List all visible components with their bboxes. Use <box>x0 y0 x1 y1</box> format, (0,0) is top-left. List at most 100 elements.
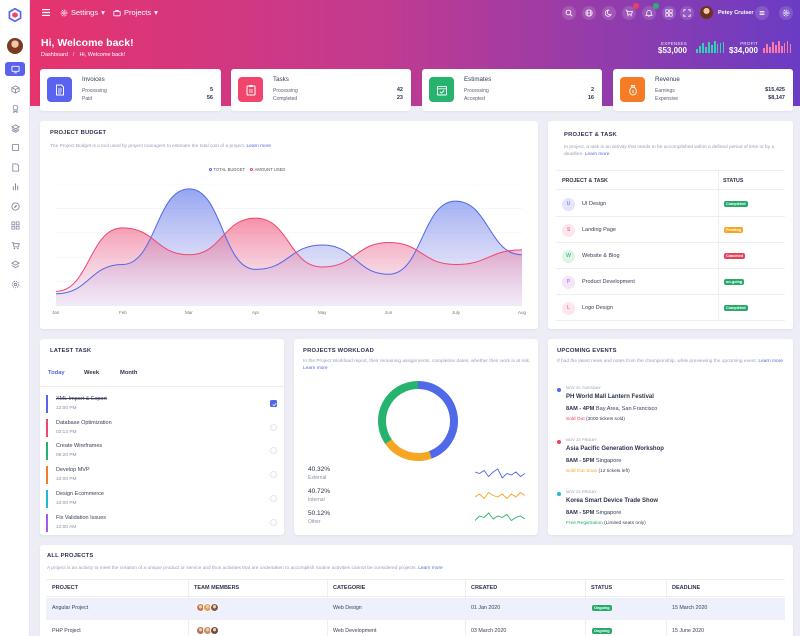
card-title: PROJECT & TASK <box>564 132 617 138</box>
sparkbar <box>786 41 789 53</box>
task-item[interactable]: Develop MVP 10:00 PM <box>46 465 280 487</box>
table-row[interactable]: P Product Development on-going <box>556 269 785 295</box>
status-badge: Pending <box>724 227 743 233</box>
sidebar-item-charts[interactable] <box>5 179 25 193</box>
apps-button[interactable] <box>662 6 676 20</box>
sidebar-item-apps[interactable] <box>5 218 25 232</box>
x-tick-label: Apr <box>252 310 260 315</box>
task-checkbox[interactable] <box>270 518 277 526</box>
cart-button[interactable] <box>622 3 639 20</box>
task-checkbox[interactable] <box>270 447 277 455</box>
table-row[interactable]: L Logo Design Completed <box>556 295 785 321</box>
column-header[interactable]: CATEGORIE <box>333 585 366 591</box>
column-header[interactable]: PROJECT <box>52 585 78 591</box>
settings-menu[interactable]: Settings ▾ <box>60 8 105 17</box>
column-header[interactable]: STATUS <box>591 585 613 591</box>
event-item[interactable]: NOV 23 FRIDAY Asia Pacific Generation Wor… <box>557 438 787 484</box>
table-row[interactable]: W Website & Blog Canceled <box>556 243 785 269</box>
sidebar-toggle-button[interactable] <box>755 6 769 20</box>
menu-icon[interactable] <box>42 9 50 16</box>
column-header[interactable]: STATUS <box>723 178 744 184</box>
sidebar-item-components[interactable] <box>5 257 25 271</box>
sidebar-item-pages[interactable] <box>5 140 25 154</box>
card-row-value: 2 <box>590 87 594 93</box>
donut-segment-external[interactable] <box>417 381 458 459</box>
avatar[interactable] <box>210 603 219 612</box>
breadcrumb-item[interactable]: Dashboard <box>41 52 68 58</box>
task-checkbox[interactable] <box>270 423 277 431</box>
event-time: 8AM - 5PM <box>566 458 595 464</box>
column-header[interactable]: TEAM MEMBERS <box>194 585 240 591</box>
learn-more-link[interactable]: Learn more <box>584 152 610 158</box>
event-note-detail: (Limited seats only) <box>604 521 646 526</box>
learn-more-link[interactable]: Learn more <box>758 359 783 364</box>
clipboard-icon <box>246 84 255 95</box>
learn-more-link[interactable]: Learn more <box>303 366 328 372</box>
column-divider <box>718 170 719 320</box>
event-item[interactable]: NOV 20 TUESDAY PH World Mall Lantern Fest… <box>557 386 787 432</box>
event-note-status: Sold Out Soon <box>566 469 598 474</box>
logo-icon[interactable] <box>8 8 22 22</box>
table-row[interactable]: PHP Project Web Development 03 March 2020 O… <box>46 621 785 636</box>
task-item[interactable]: Design Ecommerce 10:00 PM <box>46 489 280 511</box>
legend-item[interactable]: AMOUNT USED <box>250 167 285 172</box>
learn-more-link[interactable]: Learn more <box>246 144 272 149</box>
sidebar-item-ecommerce[interactable] <box>5 238 25 252</box>
project-avatar: U <box>562 198 575 211</box>
task-checkbox[interactable] <box>270 494 277 502</box>
task-time: 12:00 AM <box>56 524 77 530</box>
projects-menu[interactable]: Projects ▾ <box>113 8 158 17</box>
tab-today[interactable]: Today <box>48 370 65 376</box>
notifications-button[interactable] <box>642 3 659 20</box>
sidebar-item-dashboard[interactable] <box>5 62 25 76</box>
workload-value: 40.72% <box>308 488 331 495</box>
task-checkbox[interactable] <box>270 400 277 407</box>
x-tick-label: Feb <box>119 310 127 315</box>
tab-week[interactable]: Week <box>84 370 100 376</box>
learn-more-link[interactable]: Learn more <box>418 566 443 571</box>
event-place: Bay Area, San Francisco <box>595 406 658 412</box>
language-button[interactable] <box>582 6 596 20</box>
tab-month[interactable]: Month <box>120 370 138 376</box>
donut-segment-other[interactable] <box>378 381 419 444</box>
theme-toggle-button[interactable] <box>602 6 616 20</box>
sidebar-item-documents[interactable] <box>5 160 25 174</box>
event-time-place: 8AM - 5PM Singapore <box>566 510 621 516</box>
project-name: PHP Project <box>52 628 81 634</box>
sidebar-item-awards[interactable] <box>5 101 25 115</box>
search-button[interactable] <box>562 6 576 20</box>
sparkbar <box>777 41 780 53</box>
project-deadline: 15 March 2020 <box>672 605 708 611</box>
table-row[interactable]: Angular Project Web Design 01 Jan 2020 Ongo… <box>46 598 785 620</box>
user-menu[interactable]: Petey Cruiser <box>700 6 753 19</box>
column-header[interactable]: PROJECT & TASK <box>562 178 608 184</box>
task-item[interactable]: XML Import & Export 12:00 PM <box>46 394 280 416</box>
sidebar-item-explore[interactable] <box>5 199 25 213</box>
task-item[interactable]: Create Wireframes 06:20 PM <box>46 441 280 463</box>
task-item[interactable]: Fix Validation Issues 12:00 AM <box>46 513 280 535</box>
sidebar-item-layers[interactable] <box>5 121 25 135</box>
cart-badge <box>633 3 639 9</box>
status-badge: on-going <box>724 279 745 285</box>
event-item[interactable]: NOV 23 FRIDAY Korea Smart Device Trade Sh… <box>557 490 787 536</box>
card-title: Revenue <box>655 76 680 83</box>
column-header[interactable]: CREATED <box>471 585 498 591</box>
bell-icon <box>645 9 653 17</box>
legend-item[interactable]: TOTAL BUDGET <box>209 167 245 172</box>
table-row[interactable]: U UI Design Completed <box>556 191 785 217</box>
table-row[interactable]: S Landing Page Pending <box>556 217 785 243</box>
series-line-amount-used[interactable] <box>56 217 522 292</box>
sidebar-item-settings[interactable] <box>5 277 25 291</box>
series-line-total-budget[interactable] <box>56 188 522 295</box>
x-tick-label: Mar <box>185 310 193 315</box>
column-header[interactable]: DEADLINE <box>672 585 701 591</box>
donut-segment-internal[interactable] <box>385 439 432 461</box>
avatar[interactable] <box>210 626 219 635</box>
avatar[interactable] <box>7 38 23 54</box>
chevron-down-icon: ▾ <box>154 8 158 17</box>
fullscreen-button[interactable] <box>680 6 694 20</box>
sidebar-item-widgets[interactable] <box>5 82 25 96</box>
task-checkbox[interactable] <box>270 471 277 479</box>
task-item[interactable]: Database Optimization 02:13 PM <box>46 418 280 440</box>
settings-button[interactable] <box>779 6 793 20</box>
